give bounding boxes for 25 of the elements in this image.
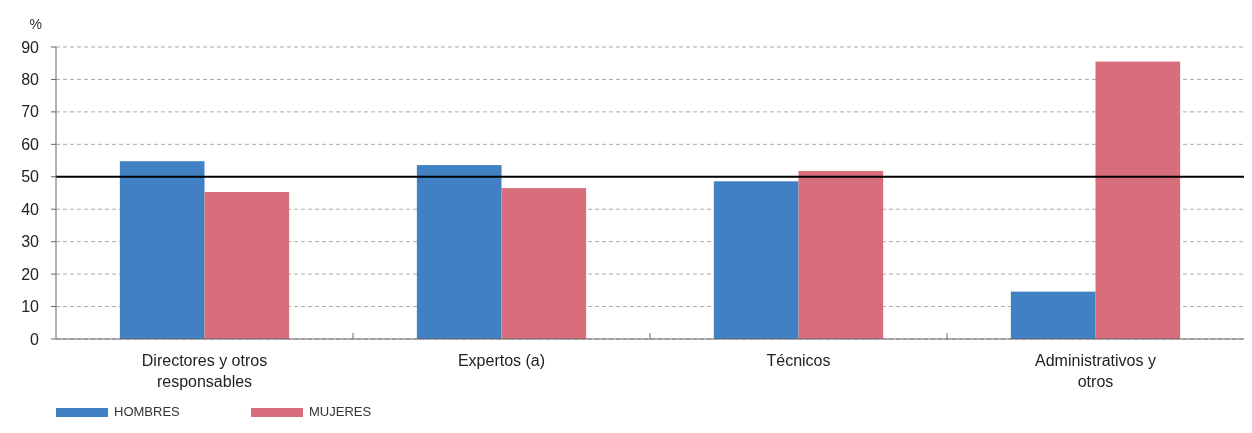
y-tick-label: 50 [21, 168, 40, 186]
bar [1010, 291, 1096, 339]
bar [501, 188, 587, 339]
y-tick-label: 10 [21, 298, 40, 316]
bar [416, 165, 502, 339]
y-tick-label: 30 [21, 233, 40, 251]
x-tick-label: Expertos (a) [457, 352, 546, 369]
y-tick-label: 70 [21, 103, 40, 121]
y-tick-label: 90 [21, 38, 40, 56]
x-tick-label: Directores y otros responsables [141, 352, 268, 390]
y-tick-label: 60 [21, 135, 40, 153]
y-tick-label: 80 [21, 71, 40, 89]
bar [798, 170, 884, 339]
x-tick-label: Técnicos [766, 352, 831, 369]
bar [713, 181, 799, 339]
y-tick-label: 20 [21, 265, 40, 283]
bar [204, 192, 290, 339]
legend-label: MUJERES [309, 404, 372, 419]
bar [119, 161, 205, 339]
y-tick-label: 0 [30, 330, 40, 348]
x-tick-label: Administrativos y otros [1035, 352, 1156, 390]
bar [1095, 61, 1181, 339]
y-tick-label: 40 [21, 200, 40, 218]
legend-label: HOMBRES [114, 404, 181, 419]
y-axis-title: % [29, 16, 42, 32]
